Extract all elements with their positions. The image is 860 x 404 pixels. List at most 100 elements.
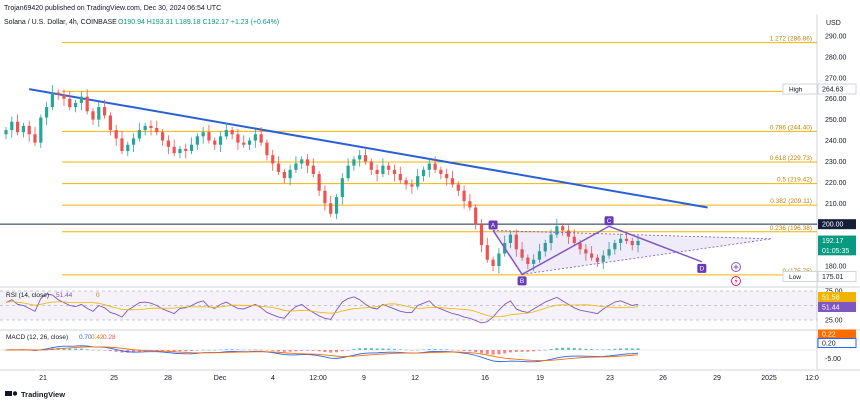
- time-tick-label: 28: [164, 375, 172, 382]
- candle-body: [619, 238, 623, 243]
- candle-body: [178, 148, 182, 154]
- candle-body: [184, 148, 188, 151]
- macd-histogram-bar: [421, 349, 425, 350]
- macd-value-tag-text: 0.22: [822, 332, 836, 339]
- macd-histogram-bar: [508, 350, 512, 353]
- pattern-point-label: B: [520, 278, 524, 285]
- macd-line: [5, 345, 639, 363]
- macd-histogram-bar: [393, 348, 397, 350]
- candle-body: [79, 96, 83, 103]
- candle-body: [375, 169, 379, 174]
- time-tick-label: 19: [536, 375, 544, 382]
- candle-body: [97, 107, 101, 120]
- candle-body: [329, 203, 333, 214]
- macd-histogram-bar: [479, 350, 483, 354]
- time-tick-label: 21: [39, 375, 47, 382]
- macd-histogram-bar: [201, 349, 205, 351]
- tradingview-logo: [5, 391, 18, 396]
- candle-body: [160, 132, 165, 141]
- currency-label: USD: [826, 20, 841, 27]
- price-tick-label: 280.00: [825, 54, 847, 61]
- candle-body: [271, 155, 275, 164]
- candle-body: [358, 155, 362, 160]
- candle-body: [311, 165, 315, 174]
- candle-body: [387, 165, 391, 170]
- macd-histogram-bar: [572, 347, 576, 350]
- symbol-title: Solana / U.S. Dollar, 4h, COINBASE: [4, 19, 117, 26]
- time-tick-label: 29: [713, 375, 721, 382]
- candle-body: [340, 178, 344, 197]
- price-tag-bg: [817, 83, 857, 95]
- macd-histogram-bar: [213, 349, 217, 351]
- macd-histogram-bar: [537, 350, 541, 351]
- candle-body: [369, 161, 373, 170]
- candle-body: [207, 132, 211, 141]
- candle-body: [10, 121, 14, 131]
- candle-body: [73, 102, 78, 108]
- macd-histogram-bar: [248, 349, 252, 351]
- rsi-ma-line: [5, 300, 639, 318]
- candle-body: [282, 171, 286, 179]
- macd-histogram-bar: [277, 350, 281, 352]
- macd-histogram-bar: [543, 349, 547, 351]
- candle-body: [230, 130, 234, 135]
- macd-histogram-bar: [387, 348, 391, 350]
- candle-body: [479, 224, 484, 246]
- macd-histogram-bar: [468, 350, 472, 352]
- candle-body: [288, 169, 292, 179]
- price-tag-bg: [818, 235, 856, 246]
- macd-value-tag: [818, 329, 856, 339]
- candle-body: [613, 243, 617, 250]
- fib-level-label: 1.272 (286.86): [770, 36, 812, 43]
- histogram-value: 0.28: [103, 334, 116, 341]
- macd-histogram-bar: [282, 350, 286, 352]
- time-tick-label: 12:00: [309, 375, 327, 382]
- candle-body: [33, 134, 37, 143]
- macd-histogram-bar: [526, 350, 530, 352]
- candle-body: [381, 165, 385, 174]
- macd-histogram-bar: [79, 348, 83, 350]
- candle-body: [445, 174, 449, 179]
- macd-histogram-bar: [190, 350, 194, 352]
- macd-histogram-bar: [375, 348, 379, 350]
- macd-histogram-bar: [404, 349, 408, 351]
- macd-histogram-bar: [462, 350, 466, 351]
- candle-body: [468, 201, 472, 208]
- candle-body: [595, 257, 600, 262]
- candle-body: [50, 92, 54, 108]
- candle-body: [485, 245, 489, 260]
- trendlines: [0, 88, 817, 225]
- macd-value-tag: [817, 338, 857, 348]
- lightning-icon[interactable]: [731, 276, 741, 286]
- macd-histogram-bar: [474, 350, 478, 353]
- candle-body: [102, 107, 107, 116]
- price-tag-value: 264.63: [822, 87, 844, 94]
- macd-histogram-bar: [236, 349, 240, 350]
- price-axis[interactable]: 290.00 280.00 270.00 260.00 250.00 240.00 230.…: [825, 34, 847, 271]
- time-axis[interactable]: 21 25 28 Dec 4 12:00 9 12 16 19 23 26 29 2025 12:0: [39, 375, 819, 382]
- macd-histogram-bar: [311, 350, 315, 351]
- candle-body: [491, 259, 495, 266]
- macd-histogram-bar: [172, 350, 176, 352]
- candle-body: [566, 230, 571, 237]
- add-icon[interactable]: [731, 262, 741, 272]
- candle-body: [508, 234, 513, 243]
- candle-body: [131, 138, 136, 145]
- fib-level-label: 0.5 (219.42): [777, 177, 812, 184]
- time-tick-label: 26: [659, 375, 667, 382]
- candle-body: [85, 96, 89, 112]
- macd-value-tag-text: 0.20: [822, 341, 836, 348]
- macd-histogram-bar: [595, 349, 599, 350]
- price-tick-label: 240.00: [825, 138, 847, 145]
- macd-histogram-bar: [166, 350, 170, 352]
- candle-body: [462, 190, 466, 202]
- macd-histogram-bar: [613, 348, 617, 350]
- macd-histogram-bar: [62, 347, 66, 350]
- macd-histogram-bar: [184, 350, 188, 352]
- macd-histogram-bar: [195, 350, 199, 351]
- candle-body: [56, 92, 60, 95]
- candle-body: [21, 125, 25, 133]
- candle-body: [630, 240, 634, 246]
- macd-histogram-bar: [601, 349, 605, 350]
